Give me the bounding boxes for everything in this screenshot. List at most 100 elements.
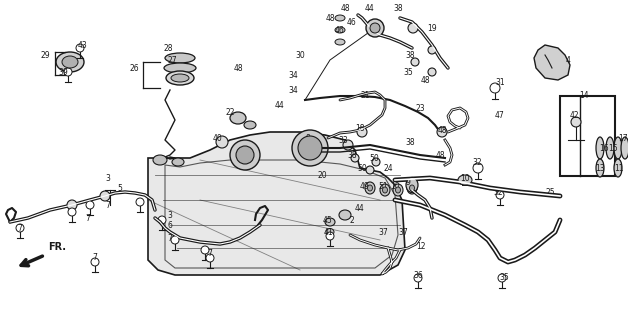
Ellipse shape: [339, 210, 351, 220]
Circle shape: [372, 158, 380, 166]
Text: 48: 48: [420, 76, 430, 84]
Text: 10: 10: [390, 181, 400, 190]
Circle shape: [473, 163, 483, 173]
Circle shape: [326, 232, 334, 240]
Ellipse shape: [365, 182, 375, 194]
Circle shape: [571, 117, 581, 127]
Text: 47: 47: [495, 110, 505, 119]
Circle shape: [216, 136, 228, 148]
Circle shape: [67, 200, 77, 210]
Text: 38: 38: [393, 4, 403, 12]
Text: 48: 48: [437, 125, 447, 134]
Circle shape: [236, 146, 254, 164]
Circle shape: [411, 58, 419, 66]
Ellipse shape: [335, 27, 345, 33]
Ellipse shape: [244, 121, 256, 129]
Circle shape: [428, 68, 436, 76]
Text: 46: 46: [335, 26, 345, 35]
Ellipse shape: [153, 155, 167, 165]
Text: 46: 46: [347, 18, 357, 27]
Ellipse shape: [165, 53, 195, 63]
Text: 44: 44: [365, 4, 375, 12]
Circle shape: [100, 191, 110, 201]
Text: 48: 48: [435, 150, 445, 159]
Circle shape: [158, 216, 166, 224]
Text: 17: 17: [618, 133, 628, 142]
Text: 3: 3: [106, 173, 111, 182]
Ellipse shape: [406, 178, 418, 193]
Text: 38: 38: [347, 150, 357, 159]
Text: 21: 21: [360, 91, 370, 100]
Text: 31: 31: [495, 77, 505, 86]
Text: 29: 29: [40, 51, 50, 60]
Text: 44: 44: [275, 100, 285, 109]
Circle shape: [496, 191, 504, 199]
Ellipse shape: [325, 218, 335, 226]
Text: 9: 9: [406, 178, 411, 187]
Text: 43: 43: [77, 41, 87, 50]
Circle shape: [414, 274, 422, 282]
Ellipse shape: [614, 159, 622, 177]
Circle shape: [307, 137, 317, 147]
Text: 34: 34: [288, 85, 298, 94]
Circle shape: [76, 44, 84, 52]
Text: 7: 7: [208, 250, 212, 259]
Circle shape: [16, 224, 24, 232]
Ellipse shape: [596, 137, 604, 159]
Text: 48: 48: [325, 13, 335, 22]
Text: 8: 8: [306, 133, 310, 142]
Ellipse shape: [367, 185, 372, 191]
Ellipse shape: [407, 182, 417, 194]
Circle shape: [206, 254, 214, 262]
Ellipse shape: [382, 187, 387, 193]
Text: 10: 10: [460, 173, 470, 182]
Text: 7: 7: [168, 234, 173, 243]
Circle shape: [357, 127, 367, 137]
Polygon shape: [534, 45, 570, 80]
Text: 39: 39: [58, 68, 68, 76]
Text: 4: 4: [566, 55, 570, 65]
Circle shape: [490, 83, 500, 93]
Ellipse shape: [380, 184, 390, 196]
Text: 48: 48: [340, 4, 350, 12]
Text: 13: 13: [595, 164, 605, 172]
Text: 2: 2: [350, 215, 354, 225]
Circle shape: [86, 201, 94, 209]
Ellipse shape: [396, 187, 401, 193]
Text: FR.: FR.: [48, 242, 66, 252]
Text: 50: 50: [357, 164, 367, 172]
Circle shape: [201, 246, 209, 254]
Text: 24: 24: [383, 164, 392, 172]
Text: 7: 7: [106, 201, 111, 210]
Text: 32: 32: [493, 188, 503, 196]
Text: 51: 51: [378, 181, 388, 190]
Bar: [560, 96, 615, 176]
Ellipse shape: [335, 39, 345, 45]
Text: 38: 38: [405, 138, 415, 147]
Circle shape: [91, 258, 99, 266]
Ellipse shape: [326, 228, 334, 236]
Text: 18: 18: [355, 124, 365, 132]
Text: 3: 3: [168, 211, 173, 220]
Text: 11: 11: [614, 164, 624, 172]
Text: 36: 36: [413, 271, 423, 281]
Text: 12: 12: [416, 242, 426, 251]
Text: 16: 16: [599, 143, 609, 153]
Ellipse shape: [230, 112, 246, 124]
Text: 33: 33: [338, 135, 348, 145]
Polygon shape: [148, 132, 405, 275]
Circle shape: [437, 127, 447, 137]
Circle shape: [64, 68, 72, 76]
Ellipse shape: [393, 184, 403, 196]
Text: 20: 20: [317, 171, 327, 180]
Text: 7: 7: [92, 253, 97, 262]
Circle shape: [136, 198, 144, 206]
Circle shape: [292, 130, 328, 166]
Ellipse shape: [166, 71, 194, 85]
Circle shape: [366, 166, 374, 174]
Circle shape: [230, 140, 260, 170]
Text: 45: 45: [323, 215, 333, 225]
Text: 49: 49: [360, 181, 370, 190]
Text: 23: 23: [415, 103, 425, 113]
Ellipse shape: [596, 159, 604, 177]
